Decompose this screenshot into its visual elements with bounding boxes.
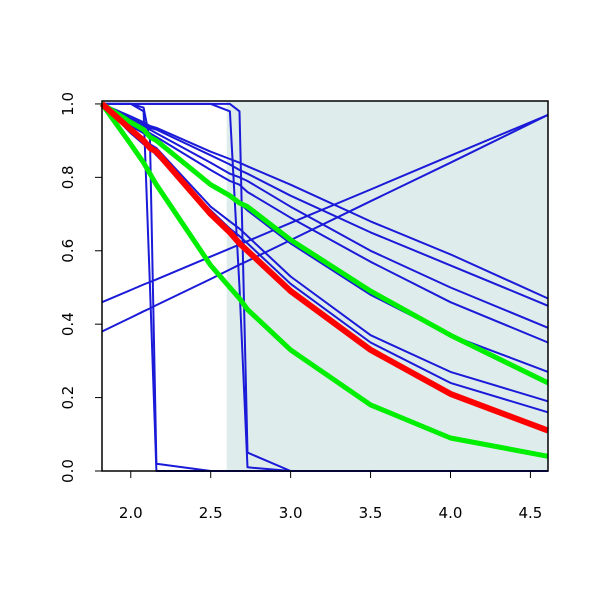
y-tick-label: 0.8 xyxy=(59,165,77,189)
curve xyxy=(100,101,550,434)
x-tick-label: 3.0 xyxy=(279,504,303,522)
y-tick-label: 0.6 xyxy=(59,239,77,263)
x-tick-label: 4.5 xyxy=(518,504,542,522)
curve xyxy=(101,114,549,333)
x-tick-label: 2.0 xyxy=(119,504,143,522)
y-tick-label: 0.0 xyxy=(59,459,77,483)
curve xyxy=(99,102,549,459)
y-tick-label: 0.4 xyxy=(59,312,77,336)
plot-frame xyxy=(101,100,549,472)
curve xyxy=(101,102,549,300)
x-tick-label: 4.0 xyxy=(439,504,463,522)
curve xyxy=(101,113,549,304)
curve xyxy=(101,103,549,329)
y-tick-label: 0.2 xyxy=(59,386,77,410)
x-tick-label: 2.5 xyxy=(199,504,223,522)
x-tick-label: 3.5 xyxy=(359,504,383,522)
curve xyxy=(101,103,549,307)
y-tick-label: 1.0 xyxy=(59,92,77,116)
curve xyxy=(100,101,550,386)
